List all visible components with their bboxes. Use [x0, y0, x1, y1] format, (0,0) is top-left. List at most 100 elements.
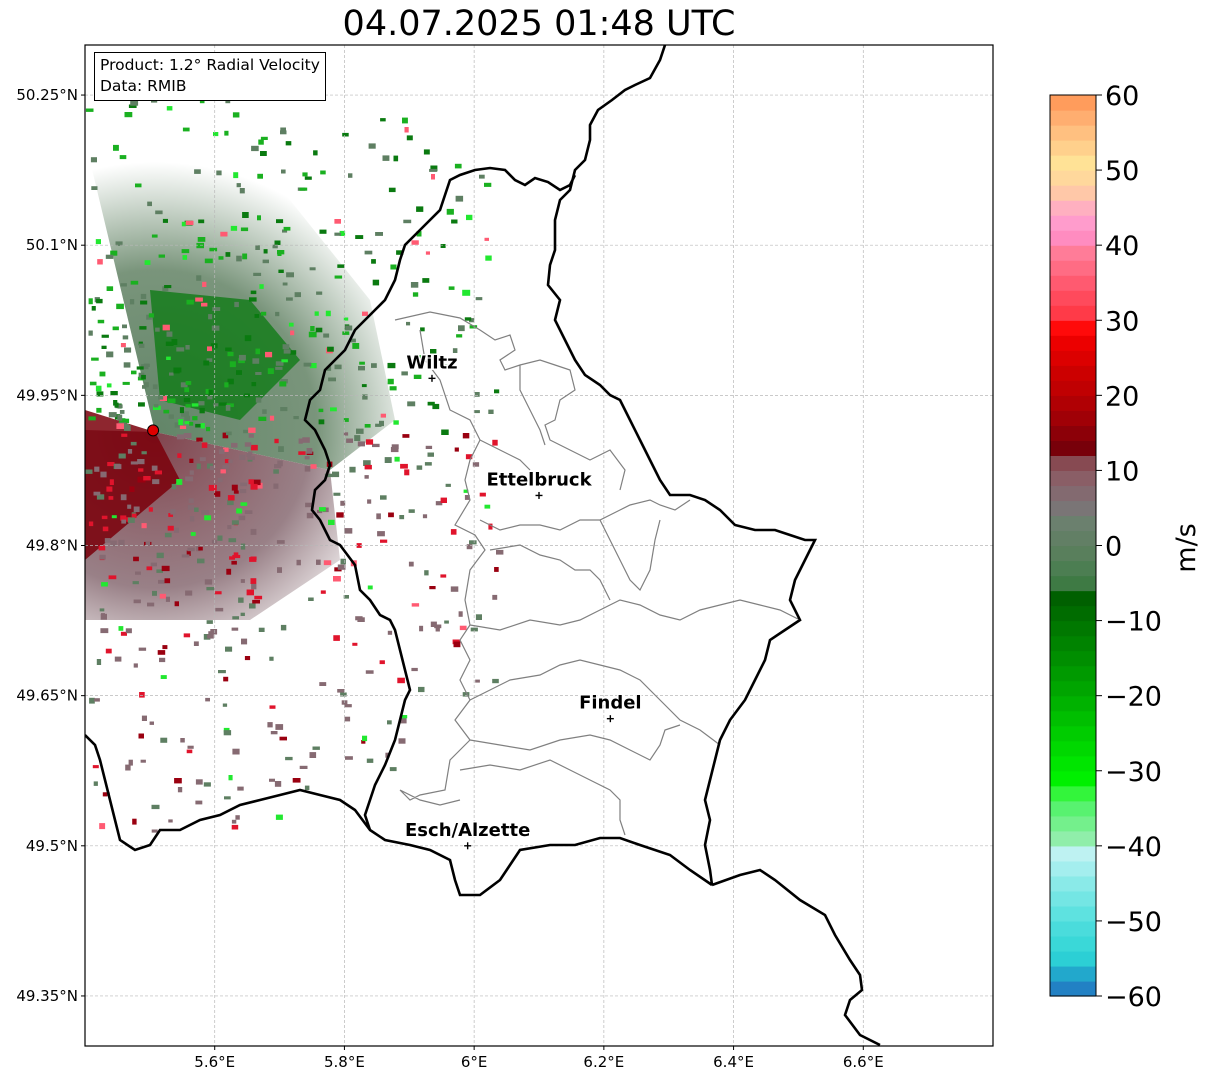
- echo-pixel: [462, 692, 470, 697]
- echo-pixel: [308, 597, 314, 601]
- echo-pixel: [232, 112, 240, 118]
- lat-tick-label: 49.8°N: [26, 537, 78, 555]
- echo-pixel: [257, 173, 263, 179]
- colorbar: 60 50 40 30 20 10 0 −10 −20 −30 −40 −50 −60 m/s: [1049, 81, 1202, 1013]
- echo-pixel: [320, 170, 326, 175]
- echo-pixel: [186, 749, 193, 754]
- echo-pixel: [260, 136, 268, 140]
- echo-pixel: [465, 454, 473, 460]
- echo-pixel: [196, 463, 201, 470]
- echo-pixel: [192, 416, 198, 421]
- echo-pixel: [336, 512, 344, 518]
- echo-pixel: [176, 479, 183, 485]
- echo-pixel: [333, 635, 340, 641]
- echo-pixel: [149, 721, 154, 725]
- echo-pixel: [239, 454, 246, 460]
- city-findel: Findel: [578, 691, 643, 723]
- echo-pixel: [102, 526, 109, 532]
- echo-pixel: [207, 396, 213, 400]
- echo-pixel: [240, 482, 248, 487]
- borders: [85, 45, 881, 1046]
- echo-pixel: [146, 566, 153, 571]
- echo-pixel: [88, 298, 93, 305]
- echo-pixel: [183, 397, 191, 403]
- map-title: 04.07.2025 01:48 UTC: [342, 4, 736, 44]
- echo-pixel: [233, 490, 239, 494]
- echo-pixel: [464, 495, 470, 500]
- echo-pixel: [440, 497, 447, 503]
- echo-pixel: [124, 112, 133, 118]
- echo-pixel: [114, 402, 119, 408]
- echo-pixel: [184, 387, 190, 393]
- echo-pixel: [318, 408, 324, 413]
- colorbar-block: [1050, 695, 1096, 712]
- radar-echoes: [85, 97, 504, 833]
- echo-pixel: [174, 527, 179, 533]
- echo-pixel: [106, 486, 113, 492]
- echo-pixel: [340, 500, 346, 506]
- echo-pixel: [198, 546, 203, 551]
- echo-pixel: [100, 628, 109, 634]
- echo-pixel: [94, 698, 100, 702]
- data-source-line: Data: RMIB: [100, 77, 187, 95]
- echo-pixel: [151, 804, 160, 810]
- echo-pixel: [286, 297, 293, 301]
- latitude-axis: 50.25°N 50.1°N 49.95°N 49.8°N 49.65°N 49.5°N 4…: [16, 86, 85, 1005]
- echo-pixel: [345, 756, 353, 760]
- echo-pixel: [155, 327, 160, 332]
- echo-pixel: [165, 596, 170, 602]
- echo-pixel: [402, 117, 408, 124]
- echo-pixel: [380, 495, 387, 500]
- lat-tick-label: 49.95°N: [16, 386, 78, 404]
- echo-pixel: [91, 186, 98, 190]
- echo-pixel: [435, 501, 443, 506]
- echo-pixel: [248, 427, 256, 433]
- echo-pixel: [238, 358, 245, 364]
- colorbar-block: [1050, 890, 1096, 907]
- echo-pixel: [282, 282, 288, 286]
- echo-pixel: [414, 355, 423, 359]
- echo-pixel: [201, 510, 210, 515]
- colorbar-block: [1050, 785, 1096, 802]
- echo-pixel: [459, 625, 467, 631]
- echo-pixel: [137, 376, 145, 381]
- echo-pixel: [309, 752, 317, 758]
- echo-pixel: [479, 492, 486, 497]
- echo-pixel: [453, 641, 461, 648]
- colorbar-tick-label: 30: [1105, 306, 1139, 337]
- echo-pixel: [180, 738, 185, 743]
- echo-pixel: [431, 174, 435, 180]
- echo-pixel: [269, 656, 274, 661]
- echo-pixel: [348, 173, 353, 178]
- echo-pixel: [222, 432, 229, 439]
- echo-pixel: [474, 392, 480, 397]
- echo-pixel: [382, 155, 390, 161]
- echo-pixel: [364, 424, 371, 428]
- echo-pixel: [121, 519, 126, 524]
- echo-pixel: [286, 272, 294, 278]
- echo-pixel: [198, 219, 205, 224]
- echo-pixel: [88, 416, 96, 421]
- echo-pixel: [229, 556, 235, 560]
- echo-pixel: [462, 433, 470, 439]
- colorbar-block: [1050, 125, 1096, 141]
- echo-pixel: [430, 349, 437, 354]
- echo-pixel: [285, 756, 293, 761]
- echo-pixel: [200, 423, 205, 429]
- echo-pixel: [240, 502, 248, 506]
- echo-pixel: [337, 564, 346, 570]
- echo-pixel: [101, 613, 105, 618]
- echo-pixel: [226, 568, 232, 575]
- echo-pixel: [118, 539, 125, 545]
- echo-pixel: [424, 462, 432, 466]
- echo-pixel: [127, 449, 133, 454]
- colorbar-block: [1050, 935, 1096, 952]
- echo-pixel: [171, 339, 178, 345]
- echo-pixel: [161, 565, 170, 572]
- echo-pixel: [96, 407, 102, 413]
- echo-pixel: [138, 402, 145, 407]
- echo-pixel: [204, 258, 213, 264]
- echo-pixel: [153, 405, 161, 410]
- echo-pixel: [129, 486, 135, 492]
